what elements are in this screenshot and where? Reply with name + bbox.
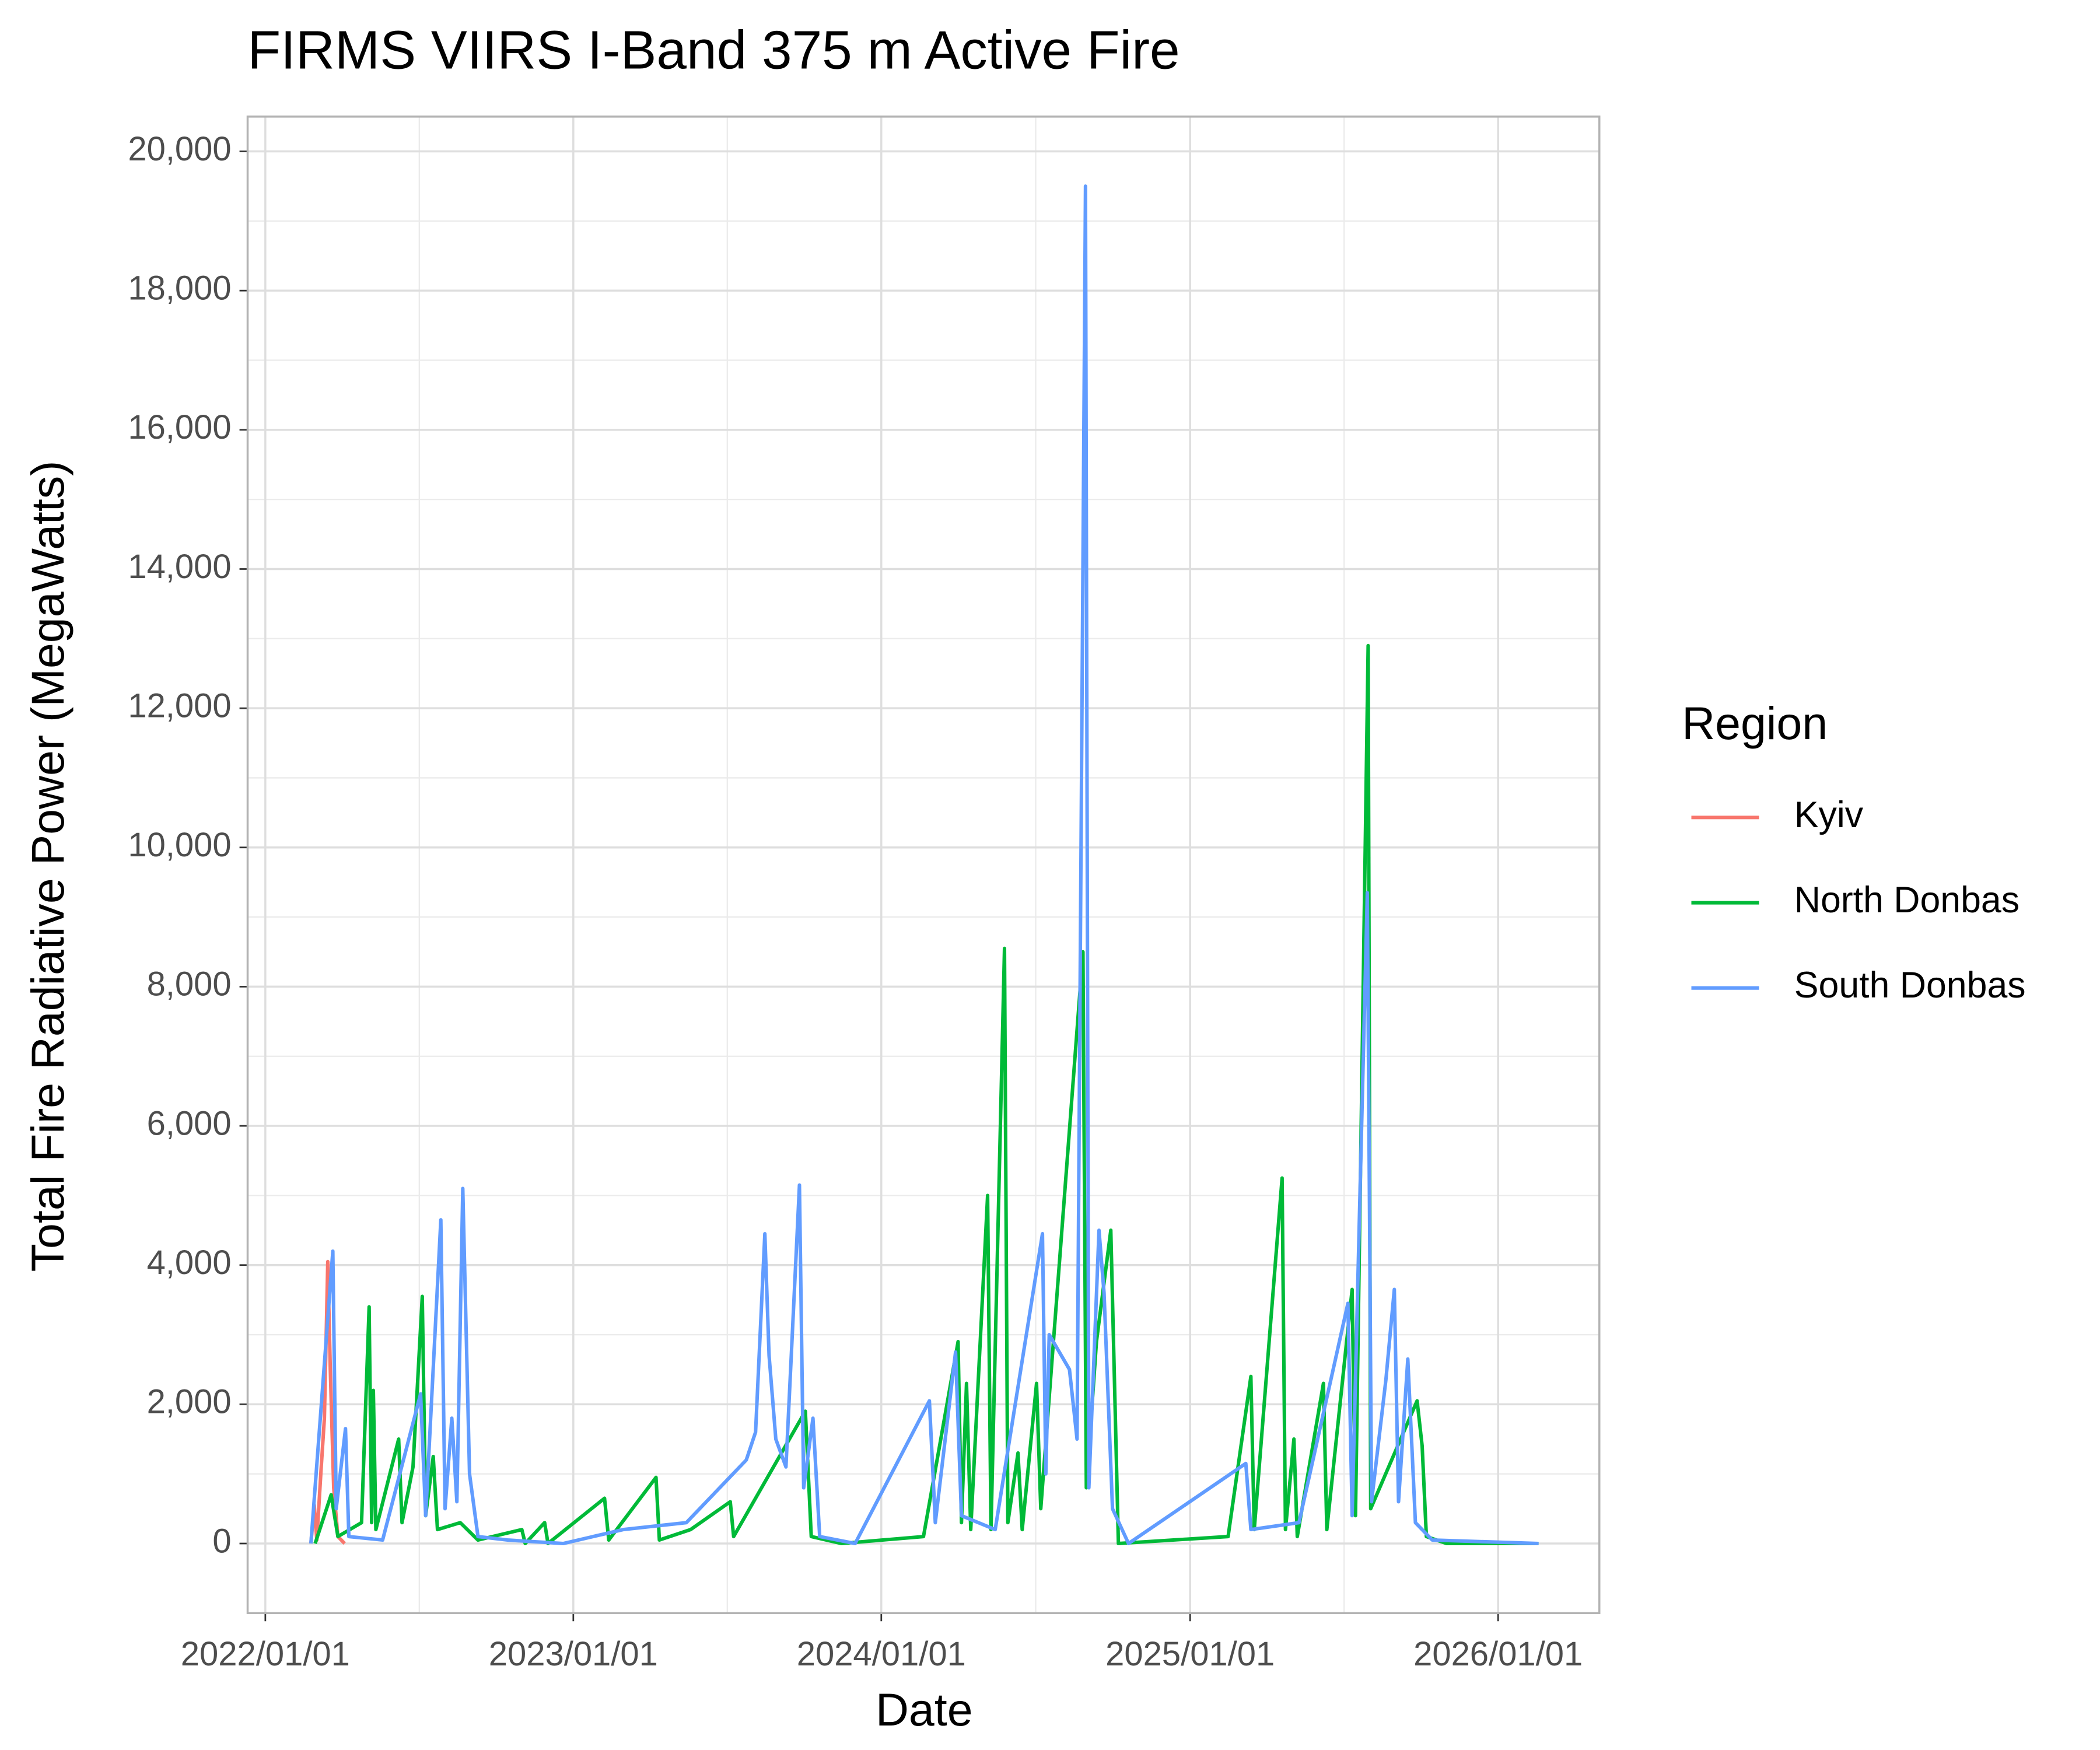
x-tick-label: 2023/01/01 [489, 1636, 658, 1673]
y-tick-label: 10,000 [128, 827, 231, 864]
y-axis-label: Total Fire Radiative Power (MegaWatts) [22, 461, 74, 1272]
y-tick-label: 14,000 [128, 548, 231, 586]
x-tick-label: 2026/01/01 [1413, 1636, 1583, 1673]
y-tick-label: 20,000 [128, 131, 231, 168]
y-tick-label: 18,000 [128, 270, 231, 307]
x-axis-label: Date [876, 1684, 973, 1735]
y-tick-label: 16,000 [128, 409, 231, 446]
plot-border [246, 116, 1601, 1615]
x-tick-label: 2025/01/01 [1105, 1636, 1275, 1673]
legend-label: North Donbas [1794, 880, 2020, 921]
y-tick-label: 0 [212, 1522, 231, 1560]
x-tick-label: 2022/01/01 [181, 1636, 350, 1673]
legend-title: Region [1682, 698, 1828, 749]
x-tick-label: 2024/01/01 [797, 1636, 966, 1673]
plot-background [247, 116, 1600, 1614]
y-tick-label: 8,000 [147, 966, 232, 1003]
chart-title: FIRMS VIIRS I-Band 375 m Active Fire [247, 20, 1180, 80]
legend-label: South Donbas [1794, 965, 2026, 1006]
y-tick-label: 6,000 [147, 1105, 232, 1142]
series-line [309, 184, 1539, 1546]
legend-label: Kyiv [1794, 794, 1864, 835]
y-tick-label: 4,000 [147, 1244, 232, 1282]
series-line [313, 643, 1539, 1546]
y-tick-label: 12,000 [128, 687, 231, 724]
y-tick-label: 2,000 [147, 1384, 232, 1421]
